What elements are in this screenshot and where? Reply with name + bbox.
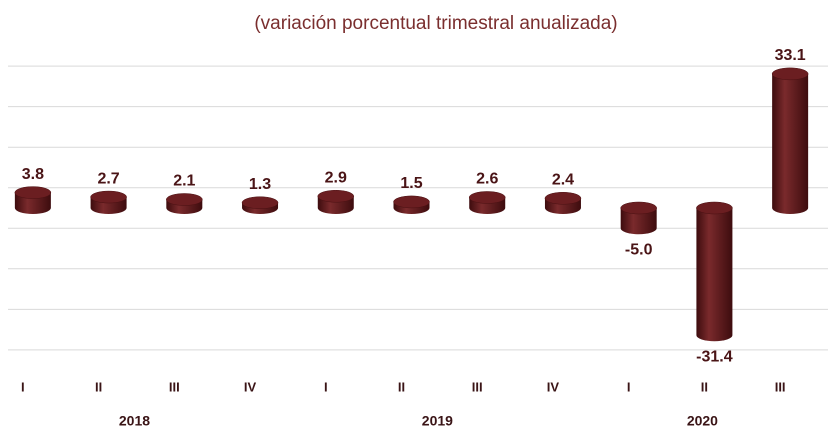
value-label: 2.7 [97, 170, 119, 187]
year-label: 2020 [687, 413, 718, 429]
bar-cap [544, 192, 582, 205]
x-tick-label: IV [244, 379, 257, 394]
value-label: 2.1 [173, 173, 195, 190]
bar [620, 208, 657, 235]
value-label: -31.4 [696, 348, 733, 365]
bar-cap [620, 201, 657, 215]
plot: 3.8 2.7 2.1 1.3 2.9 1.5 2.6 2.4 -5.0 -31.4 33.1 [14, 47, 809, 365]
value-label: -5.0 [625, 241, 653, 258]
value-label: 33.1 [775, 47, 806, 64]
value-label: 2.6 [476, 171, 498, 188]
bar-cap [771, 67, 809, 81]
value-label: 1.3 [249, 176, 271, 193]
x-tick-label: III [472, 379, 483, 394]
x-tick-label: I [627, 379, 631, 394]
bar-cap [166, 193, 203, 206]
bar [772, 73, 809, 214]
x-tick-label: II [95, 379, 102, 394]
x-tick-label: I [21, 379, 25, 394]
year-label: 2019 [422, 413, 453, 429]
bar-cap [468, 191, 506, 204]
value-label: 2.4 [552, 171, 574, 188]
chart-title: (variación porcentual trimestral anualiz… [254, 13, 617, 34]
x-tick-label: III [775, 379, 786, 394]
x-tick-label: I [324, 379, 328, 394]
value-label: 1.5 [400, 175, 422, 192]
x-tick-label: II [701, 379, 708, 394]
bar-cap [90, 190, 127, 204]
bar-cap [696, 201, 733, 215]
x-tick-label: IV [547, 379, 560, 394]
bar-cap [14, 186, 52, 199]
grid [8, 65, 828, 351]
x-tick-label: II [398, 379, 405, 394]
year-label: 2018 [119, 413, 150, 429]
value-label: 3.8 [22, 166, 44, 183]
bar-cap [317, 189, 355, 203]
bar-cap [393, 195, 430, 209]
x-tick-label: III [169, 379, 180, 394]
bar [696, 208, 733, 342]
value-label: 2.9 [325, 169, 347, 186]
bar-cap [241, 196, 279, 209]
